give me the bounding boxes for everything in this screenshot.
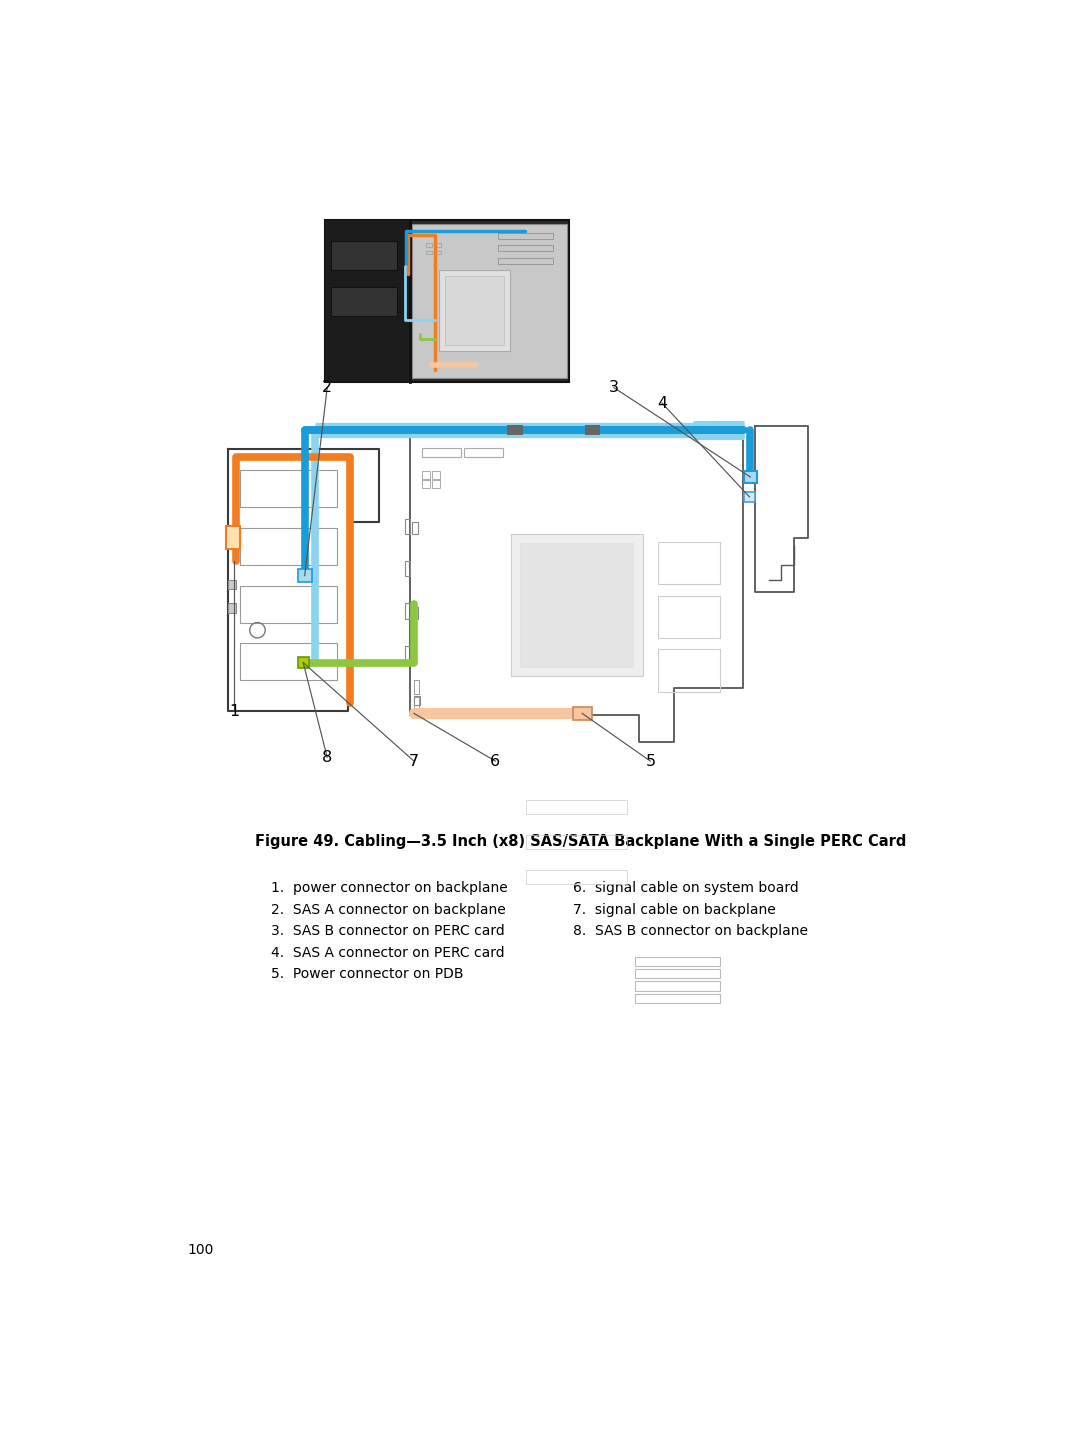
Bar: [658, 595, 720, 638]
Bar: [432, 480, 441, 488]
Text: 3: 3: [609, 380, 619, 396]
Bar: [435, 242, 442, 247]
Bar: [658, 542, 720, 584]
Text: 5.  Power connector on PDB: 5. Power connector on PDB: [271, 968, 463, 981]
Bar: [422, 480, 430, 488]
Bar: [426, 251, 432, 254]
Text: 1: 1: [229, 704, 240, 718]
Bar: [635, 956, 720, 967]
Text: Figure 49. Cabling—3.5 Inch (x8) SAS/SATA Backplane With a Single PERC Card: Figure 49. Cabling—3.5 Inch (x8) SAS/SAT…: [255, 835, 906, 849]
Bar: [332, 287, 397, 315]
Bar: [438, 270, 510, 351]
Text: 3.  SAS B connector on PERC card: 3. SAS B connector on PERC card: [271, 925, 504, 938]
Text: 2: 2: [322, 380, 333, 396]
Bar: [445, 275, 504, 344]
Bar: [405, 519, 410, 533]
Bar: [405, 604, 410, 618]
Bar: [432, 470, 441, 479]
Bar: [414, 695, 420, 706]
Bar: [526, 835, 627, 849]
Bar: [426, 242, 432, 247]
Text: 1.  power connector on backplane: 1. power connector on backplane: [271, 880, 508, 895]
Bar: [411, 607, 418, 618]
Bar: [511, 533, 643, 677]
Bar: [422, 447, 460, 457]
Bar: [435, 251, 442, 254]
Text: 7.  signal cable on backplane: 7. signal cable on backplane: [572, 903, 775, 916]
Text: 100: 100: [188, 1243, 214, 1258]
Bar: [521, 543, 633, 667]
Bar: [228, 581, 235, 589]
Bar: [325, 219, 569, 381]
Bar: [240, 644, 337, 680]
Bar: [405, 561, 410, 576]
Bar: [332, 241, 397, 270]
Bar: [526, 800, 627, 815]
Bar: [572, 707, 592, 720]
Text: 8.  SAS B connector on backplane: 8. SAS B connector on backplane: [572, 925, 808, 938]
Bar: [411, 224, 567, 377]
Bar: [298, 657, 309, 668]
Text: 4: 4: [657, 396, 667, 410]
Bar: [405, 645, 410, 661]
Text: 4.  SAS A connector on PERC card: 4. SAS A connector on PERC card: [271, 946, 504, 959]
Bar: [325, 219, 410, 381]
Bar: [240, 470, 337, 508]
Bar: [227, 526, 241, 549]
Bar: [635, 994, 720, 1002]
Text: 5: 5: [646, 754, 656, 769]
Bar: [744, 470, 757, 483]
Text: 6: 6: [490, 754, 500, 769]
Text: 6.  signal cable on system board: 6. signal cable on system board: [572, 880, 798, 895]
Text: 2.  SAS A connector on backplane: 2. SAS A connector on backplane: [271, 903, 505, 916]
Text: 8: 8: [322, 750, 333, 764]
Bar: [464, 447, 503, 457]
Bar: [744, 492, 755, 502]
Bar: [507, 424, 523, 436]
Bar: [414, 697, 419, 711]
Bar: [584, 424, 600, 436]
Bar: [414, 680, 419, 694]
Bar: [240, 528, 337, 565]
Bar: [658, 650, 720, 691]
Text: 7: 7: [409, 754, 419, 769]
Bar: [498, 258, 553, 264]
Bar: [498, 245, 553, 251]
Bar: [526, 869, 627, 883]
Bar: [498, 232, 553, 239]
Bar: [228, 604, 235, 612]
Bar: [422, 470, 430, 479]
Bar: [635, 969, 720, 978]
Bar: [635, 981, 720, 991]
Bar: [240, 585, 337, 622]
Bar: [411, 522, 418, 533]
Bar: [298, 569, 312, 582]
